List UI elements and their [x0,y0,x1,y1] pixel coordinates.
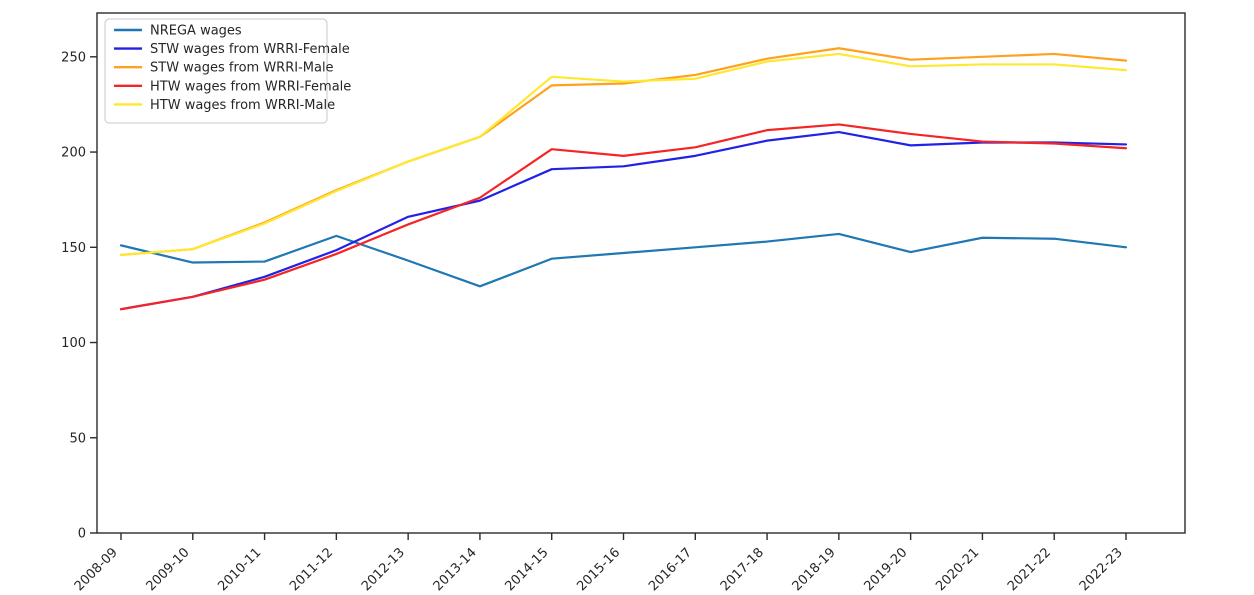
x-tick-label: 2009-10 [144,545,193,594]
x-tick-label: 2019-20 [861,545,910,594]
legend-label-3: HTW wages from WRRI-Female [150,79,351,94]
legend-label-0: NREGA wages [150,24,242,39]
y-tick-label: 0 [78,527,86,542]
x-tick-label: 2012-13 [359,545,408,594]
series-line-stw-wages-from-wrri-female [119,130,1128,311]
y-tick-label: 50 [69,431,86,446]
x-tick-label: 2013-14 [431,545,480,594]
x-tick-label: 2016-17 [646,545,695,594]
y-tick-label: 150 [61,241,86,256]
legend-box [104,18,328,124]
x-tick-label: 2017-18 [718,545,767,594]
x-tick-label: 2011-12 [287,545,336,594]
x-tick-label: 2014-15 [503,545,552,594]
y-tick-label: 250 [61,50,86,65]
legend-label-1: STW wages from WRRI-Female [150,42,350,57]
x-tick-label: 2020-21 [933,545,982,594]
series-line-htw-wages-from-wrri-female [119,123,1128,311]
series-line-htw-wages-from-wrri-male [119,52,1128,257]
plot-frame [96,12,1186,534]
x-tick-label: 2015-16 [574,545,623,594]
x-tick-label: 2010-11 [215,545,264,594]
x-tick-label: 2021-22 [1005,545,1054,594]
x-tick-label: 2018-19 [790,545,839,594]
y-tick-label: 100 [61,336,86,351]
x-tick-label: 2008-09 [72,545,121,594]
x-tick-label: 2022-23 [1077,545,1126,594]
legend-label-2: STW wages from WRRI-Male [150,61,334,76]
y-tick-label: 200 [61,146,86,161]
legend-label-4: HTW wages from WRRI-Male [150,98,335,113]
series-line-nrega-wages [119,232,1128,288]
